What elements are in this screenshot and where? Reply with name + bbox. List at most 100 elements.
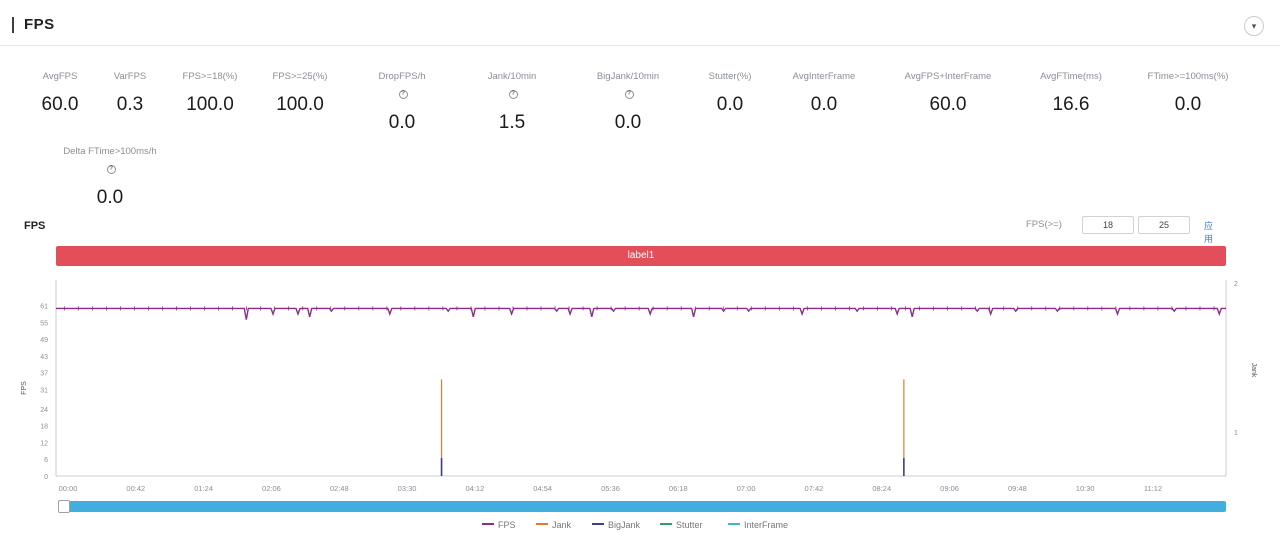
x-tick-label: 02:48 <box>330 484 349 493</box>
stat-label: DropFPS/h <box>378 71 426 82</box>
legend-item[interactable]: InterFrame <box>728 520 788 530</box>
legend-item[interactable]: FPS <box>482 520 516 530</box>
stat-label: Delta FTime>100ms/h <box>63 146 157 157</box>
stat-item: VarFPS 0.3 <box>75 71 185 116</box>
stat-value: 60.0 <box>929 94 967 115</box>
stat-value: 1.5 <box>498 112 526 133</box>
y-tick-label: 55 <box>40 320 48 327</box>
y-tick-label: 49 <box>40 337 48 344</box>
x-tick-label: 07:00 <box>737 484 756 493</box>
stat-value: 0.0 <box>810 94 838 115</box>
x-tick-label: 02:06 <box>262 484 281 493</box>
stat-item: AvgFPS 60.0 <box>5 71 115 116</box>
stat-label: AvgFTime(ms) <box>1040 71 1102 82</box>
stat-item: FPS>=18(%) 100.0 <box>155 71 265 116</box>
x-tick-label: 04:12 <box>465 484 484 493</box>
stat-item: Stutter(%) 0.0 <box>675 71 785 116</box>
fps-series-line <box>56 307 1226 320</box>
x-tick-label: 00:00 <box>59 484 78 493</box>
legend-label: FPS <box>498 520 516 530</box>
stat-value: 100.0 <box>186 94 234 115</box>
stat-label-row: BigJank/10min? <box>573 71 683 100</box>
y-tick-label: 31 <box>40 387 48 394</box>
y-tick-label: 43 <box>40 354 48 361</box>
stat-item: AvgInterFrame 0.0 <box>769 71 879 116</box>
fps-threshold-input-1[interactable]: 18 <box>1082 216 1134 234</box>
stat-label-row: Delta FTime>100ms/h? <box>55 146 165 175</box>
y-tick-label: 0 <box>44 474 48 481</box>
x-tick-label: 09:06 <box>940 484 959 493</box>
x-tick-label: 01:24 <box>194 484 213 493</box>
y2-tick-label: 1 <box>1234 430 1238 437</box>
title-accent-bar <box>12 17 14 33</box>
legend-label: InterFrame <box>744 520 789 530</box>
legend-item[interactable]: BigJank <box>592 520 640 530</box>
legend-item[interactable]: Stutter <box>660 520 703 530</box>
scrollbar-handle[interactable] <box>58 500 70 513</box>
legend-swatch <box>482 523 494 525</box>
stat-item: FPS>=25(%) 100.0 <box>245 71 355 116</box>
info-icon[interactable]: ? <box>398 90 408 99</box>
info-icon[interactable]: ? <box>624 90 634 99</box>
stat-label: AvgFPS <box>42 71 78 82</box>
x-tick-label: 03:30 <box>398 484 417 493</box>
stat-item: Delta FTime>100ms/h? 0.0 <box>55 146 165 209</box>
x-tick-label: 09:48 <box>1008 484 1027 493</box>
legend-item[interactable]: Jank <box>536 520 571 530</box>
legend-swatch <box>536 523 548 525</box>
stat-item: DropFPS/h? 0.0 <box>347 71 457 134</box>
fps-threshold-input-2[interactable]: 25 <box>1138 216 1190 234</box>
stat-label: BigJank/10min <box>596 71 660 82</box>
stat-value: 0.0 <box>96 187 124 208</box>
legend-swatch <box>592 523 604 525</box>
stat-label: VarFPS <box>113 71 147 82</box>
stat-item: BigJank/10min? 0.0 <box>573 71 683 134</box>
stat-value: 0.0 <box>388 112 416 133</box>
chevron-down-icon[interactable]: ▾ <box>1244 16 1264 36</box>
y-tick-label: 37 <box>40 371 48 378</box>
y-tick-label: 24 <box>40 407 48 414</box>
stat-item: Jank/10min? 1.5 <box>457 71 567 134</box>
time-scrollbar[interactable] <box>58 500 1226 513</box>
apply-button[interactable]: 应用 <box>1204 221 1214 244</box>
legend-label: BigJank <box>608 520 641 530</box>
section-title: FPS <box>24 16 55 33</box>
y-tick-label: 6 <box>44 457 48 464</box>
stat-item: AvgFPS+InterFrame 60.0 <box>893 71 1003 116</box>
x-tick-label: 10:30 <box>1076 484 1095 493</box>
y-axis-label: FPS <box>21 381 28 395</box>
stat-label: Stutter(%) <box>708 71 752 82</box>
stat-value: 0.3 <box>116 94 144 115</box>
scene-label-bar[interactable]: label1 <box>56 246 1226 266</box>
stat-label: AvgInterFrame <box>792 71 856 82</box>
x-tick-label: 00:42 <box>126 484 145 493</box>
y2-axis-label: Jank <box>1250 363 1257 378</box>
stat-value: 100.0 <box>276 94 324 115</box>
y-tick-label: 12 <box>40 440 48 447</box>
x-tick-label: 06:18 <box>669 484 688 493</box>
stat-value: 0.0 <box>614 112 642 133</box>
legend-swatch <box>660 523 672 525</box>
legend-label: Stutter <box>676 520 703 530</box>
stat-label: FPS>=18(%) <box>182 71 238 82</box>
chart-legend: FPS Jank BigJank Stutter InterFrame <box>0 520 1280 534</box>
x-tick-label: 04:54 <box>533 484 552 493</box>
section-header: FPS ▾ <box>0 0 1280 46</box>
chart-title: FPS <box>24 220 46 232</box>
stat-label: AvgFPS+InterFrame <box>904 71 992 82</box>
stat-label: FTime>=100ms(%) <box>1147 71 1229 82</box>
stat-value: 16.6 <box>1052 94 1090 115</box>
y-tick-label: 61 <box>40 304 48 311</box>
info-icon[interactable]: ? <box>508 90 518 99</box>
stat-value: 0.0 <box>1174 94 1202 115</box>
stat-item: AvgFTime(ms) 16.6 <box>1016 71 1126 116</box>
stat-item: FTime>=100ms(%) 0.0 <box>1133 71 1243 116</box>
fps-threshold-label: FPS(>=) <box>1026 219 1062 230</box>
x-tick-label: 05:36 <box>601 484 620 493</box>
stat-value: 0.0 <box>716 94 744 115</box>
stat-label: Jank/10min <box>487 71 537 82</box>
x-tick-label: 08:24 <box>872 484 891 493</box>
info-icon[interactable]: ? <box>106 165 116 174</box>
legend-swatch <box>728 523 740 525</box>
